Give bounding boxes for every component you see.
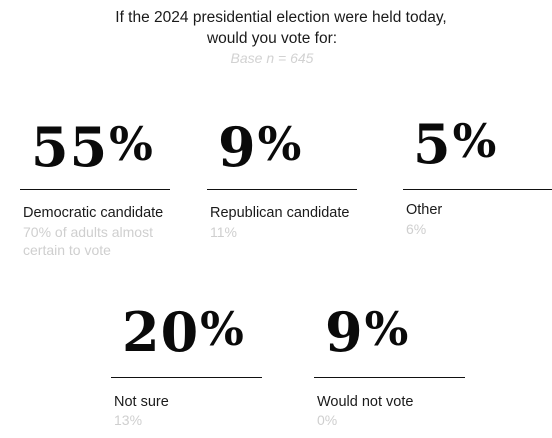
stat-value-number: 5 — [413, 112, 452, 176]
stat-value-number: 55 — [31, 115, 109, 179]
stat-comparison-line-2: certain to vote — [23, 242, 111, 258]
chart-title-line-1: If the 2024 presidential election were h… — [115, 9, 447, 26]
stat-value-number: 9 — [325, 300, 364, 364]
stat-comparison: 6% — [406, 221, 427, 237]
stat-value-percent-sign: % — [364, 302, 410, 356]
stat-divider — [403, 189, 552, 190]
stat-value: 9% — [325, 302, 410, 362]
stat-comparison-line-1: 70% of adults almost — [23, 224, 153, 240]
stat-value-percent-sign: % — [452, 114, 498, 168]
stat-value: 55% — [31, 117, 154, 177]
stat-value-percent-sign: % — [200, 302, 245, 356]
stat-divider — [111, 377, 262, 378]
base-size-note: Base n = 645 — [230, 50, 314, 66]
stat-value-percent-sign: % — [109, 117, 154, 171]
stat-divider — [314, 377, 465, 378]
stat-comparison: 13% — [114, 412, 143, 428]
stat-label: Not sure — [114, 394, 169, 410]
stat-comparison: 11% — [210, 224, 237, 240]
stat-label: Democratic candidate — [23, 205, 164, 221]
stat-comparison: 0% — [317, 412, 338, 428]
stat-divider — [207, 189, 357, 190]
stat-value: 5% — [413, 114, 498, 174]
stat-label: Other — [406, 202, 443, 218]
stat-value-number: 20 — [122, 300, 200, 364]
stat-label: Republican candidate — [210, 205, 350, 221]
stat-value-number: 9 — [218, 115, 257, 179]
stat-label: Would not vote — [317, 394, 414, 410]
stat-divider — [20, 189, 170, 190]
stat-value-percent-sign: % — [257, 117, 303, 171]
stat-value: 20% — [122, 302, 245, 362]
stat-value: 9% — [218, 117, 303, 177]
chart-title-line-2: would you vote for: — [206, 30, 338, 47]
